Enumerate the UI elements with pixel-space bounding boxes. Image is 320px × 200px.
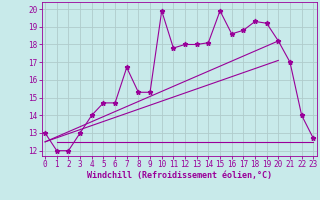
X-axis label: Windchill (Refroidissement éolien,°C): Windchill (Refroidissement éolien,°C) bbox=[87, 171, 272, 180]
